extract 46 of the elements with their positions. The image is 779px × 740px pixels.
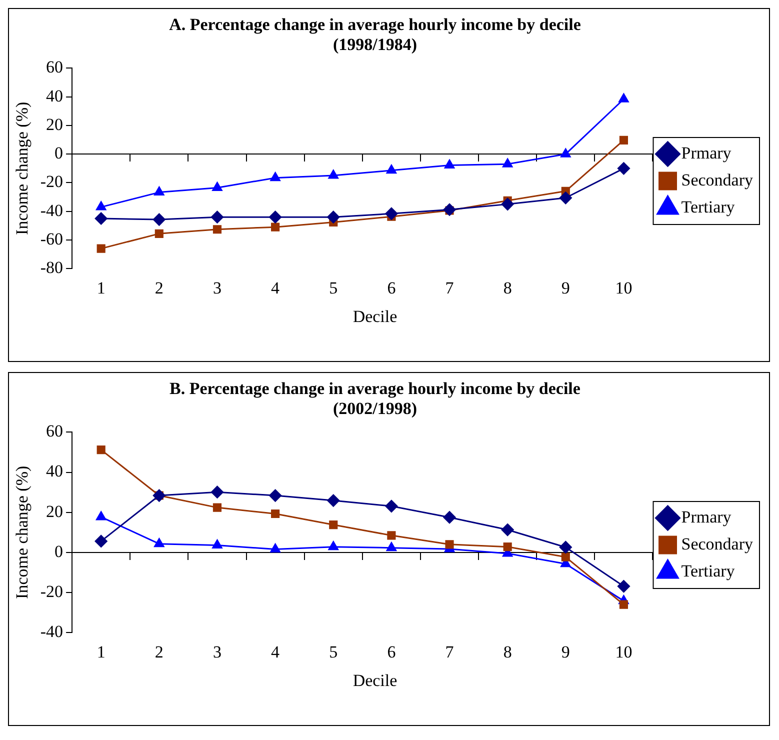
- y-tick-label: -60: [40, 229, 64, 248]
- legend-label: Secondary: [681, 170, 754, 190]
- x-tick-label: 3: [212, 278, 222, 298]
- y-tick-label: 20: [46, 114, 64, 134]
- chart-title: A. Percentage change in average hourly income by decile (1998/1984): [168, 15, 582, 55]
- legend-label: Tertiary: [681, 561, 736, 580]
- chart-title: B. Percentage change in average hourly income by decile (2002/1998): [168, 379, 582, 419]
- x-tick-label: 7: [445, 642, 454, 662]
- y-tick-label: -40: [40, 200, 64, 220]
- x-axis-title: Decile: [352, 671, 398, 691]
- x-tick-label: 5: [329, 642, 338, 662]
- y-tick-label: 40: [46, 86, 64, 106]
- x-tick-label: 6: [387, 642, 396, 662]
- y-tick-label: 0: [54, 144, 64, 163]
- x-tick-label: 4: [271, 278, 280, 298]
- x-tick-label: 9: [561, 642, 570, 662]
- x-tick-label: 10: [615, 642, 632, 662]
- x-tick-label: 2: [154, 642, 164, 662]
- x-tick-label: 4: [271, 642, 280, 662]
- y-tick-label: -40: [40, 622, 64, 642]
- legend-label: Secondary: [681, 534, 754, 554]
- y-tick-label: -20: [40, 582, 64, 601]
- y-tick-label: 60: [46, 58, 64, 77]
- y-tick-label: 40: [46, 462, 64, 481]
- y-tick-label: 0: [54, 542, 64, 561]
- x-tick-label: 9: [561, 278, 570, 298]
- x-tick-label: 6: [387, 278, 396, 298]
- x-tick-label: 8: [503, 278, 512, 298]
- y-tick-label: 60: [46, 422, 64, 441]
- x-tick-label: 7: [445, 278, 454, 298]
- x-tick-label: 10: [615, 278, 632, 298]
- x-tick-label: 3: [212, 642, 222, 662]
- y-tick-label: -20: [40, 172, 64, 192]
- x-tick-label: 1: [96, 278, 106, 298]
- x-tick-label: 5: [329, 278, 338, 298]
- y-axis-title: Income change (%): [12, 466, 32, 599]
- legend-label: Tertiary: [681, 197, 736, 216]
- x-tick-label: 1: [96, 642, 106, 662]
- x-tick-label: 8: [503, 642, 512, 662]
- x-tick-label: 2: [154, 278, 164, 298]
- x-axis-title: Decile: [352, 307, 398, 327]
- y-axis-title: Income change (%): [12, 102, 32, 235]
- legend-label: Prmary: [681, 143, 732, 162]
- y-tick-label: 20: [46, 502, 64, 521]
- y-tick-label: -80: [40, 258, 64, 278]
- legend-label: Prmary: [681, 507, 732, 526]
